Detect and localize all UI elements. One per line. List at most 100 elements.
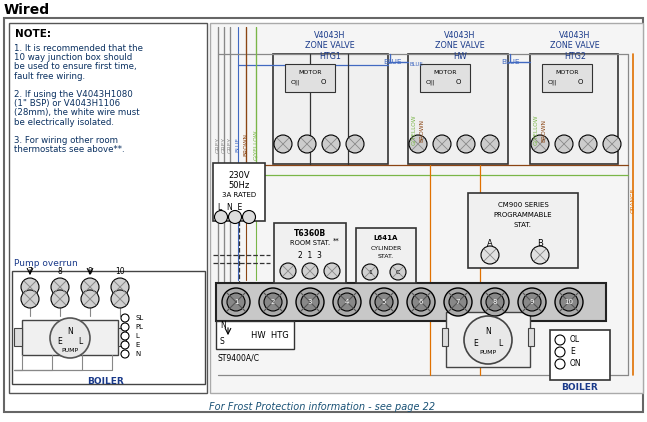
- Bar: [550, 330, 610, 380]
- Text: STAT.: STAT.: [378, 254, 394, 260]
- Circle shape: [21, 290, 39, 308]
- Text: V4043H
ZONE VALVE
HTG1: V4043H ZONE VALVE HTG1: [305, 31, 355, 61]
- Text: L: L: [135, 333, 139, 339]
- Text: 9: 9: [530, 299, 534, 305]
- Text: O: O: [455, 79, 461, 85]
- Text: Pump overrun: Pump overrun: [14, 259, 78, 268]
- Text: GREY: GREY: [215, 137, 221, 153]
- Text: O||: O||: [547, 79, 556, 85]
- Circle shape: [407, 288, 435, 316]
- Circle shape: [555, 288, 583, 316]
- Circle shape: [486, 293, 504, 311]
- Bar: [22, 320, 118, 355]
- Text: E: E: [570, 347, 575, 357]
- Circle shape: [464, 316, 512, 364]
- Circle shape: [555, 335, 565, 345]
- Text: L: L: [78, 338, 82, 346]
- Circle shape: [50, 318, 90, 358]
- Text: V4043H
ZONE VALVE
HW: V4043H ZONE VALVE HW: [435, 31, 485, 61]
- Text: PROGRAMMABLE: PROGRAMMABLE: [494, 212, 553, 218]
- Circle shape: [222, 288, 250, 316]
- Circle shape: [433, 135, 451, 153]
- Circle shape: [531, 246, 549, 264]
- Text: O||: O||: [425, 79, 435, 85]
- Text: 6: 6: [419, 299, 423, 305]
- Text: O: O: [320, 79, 325, 85]
- Text: 5: 5: [382, 299, 386, 305]
- Text: N: N: [135, 351, 140, 357]
- Bar: [216, 283, 606, 321]
- Circle shape: [523, 293, 541, 311]
- Circle shape: [121, 332, 129, 340]
- Bar: [356, 228, 416, 283]
- Circle shape: [298, 135, 316, 153]
- Bar: [118, 328, 126, 346]
- Text: G/YELLOW: G/YELLOW: [254, 130, 259, 160]
- Text: 9: 9: [87, 267, 93, 276]
- Circle shape: [362, 264, 378, 280]
- Circle shape: [449, 293, 467, 311]
- Text: 10 way junction box should: 10 way junction box should: [14, 53, 132, 62]
- Text: 7: 7: [455, 299, 460, 305]
- Text: N: N: [67, 327, 73, 336]
- Bar: [528, 328, 534, 346]
- Text: SL: SL: [135, 315, 143, 321]
- Text: O||: O||: [291, 79, 300, 85]
- Text: 230V: 230V: [228, 170, 250, 179]
- Circle shape: [579, 135, 597, 153]
- Text: BOILER: BOILER: [562, 384, 598, 392]
- Circle shape: [274, 135, 292, 153]
- Circle shape: [280, 263, 296, 279]
- Text: PUMP: PUMP: [61, 347, 78, 352]
- Text: 10: 10: [115, 267, 125, 276]
- Text: 1. It is recommended that the: 1. It is recommended that the: [14, 44, 143, 53]
- Text: BROWN: BROWN: [243, 133, 248, 157]
- Text: STAT.: STAT.: [514, 222, 532, 228]
- Text: OL: OL: [570, 335, 580, 344]
- Bar: [420, 64, 470, 92]
- Text: E: E: [474, 340, 478, 349]
- Circle shape: [111, 290, 129, 308]
- Text: MOTOR: MOTOR: [298, 70, 322, 75]
- Circle shape: [481, 135, 499, 153]
- Text: thermostats see above**.: thermostats see above**.: [14, 145, 125, 154]
- Circle shape: [555, 359, 565, 369]
- Text: 50Hz: 50Hz: [228, 181, 250, 189]
- Text: 8: 8: [58, 267, 62, 276]
- Text: PUMP: PUMP: [479, 351, 496, 355]
- Circle shape: [301, 293, 319, 311]
- Circle shape: [481, 246, 499, 264]
- Circle shape: [333, 288, 361, 316]
- Bar: [216, 321, 294, 349]
- Circle shape: [21, 278, 39, 296]
- Circle shape: [302, 263, 318, 279]
- Circle shape: [370, 288, 398, 316]
- Text: BLUE: BLUE: [501, 59, 520, 65]
- Text: G/YELLOW: G/YELLOW: [411, 115, 417, 145]
- Text: PL: PL: [135, 324, 143, 330]
- Text: 1: 1: [234, 299, 238, 305]
- Text: ORANGE: ORANGE: [630, 187, 635, 213]
- Text: GREY: GREY: [228, 137, 232, 153]
- Circle shape: [264, 293, 282, 311]
- Text: CM900 SERIES: CM900 SERIES: [498, 202, 549, 208]
- Text: fault free wiring.: fault free wiring.: [14, 72, 85, 81]
- Text: BROWN: BROWN: [419, 119, 424, 141]
- Bar: [273, 54, 388, 164]
- Bar: [408, 54, 508, 164]
- Circle shape: [603, 135, 621, 153]
- Bar: [446, 312, 530, 367]
- Text: ON: ON: [570, 360, 582, 368]
- Circle shape: [51, 290, 69, 308]
- Circle shape: [555, 347, 565, 357]
- Bar: [285, 64, 335, 92]
- Text: A: A: [487, 238, 493, 247]
- Circle shape: [228, 211, 241, 224]
- Circle shape: [243, 211, 256, 224]
- Text: CYLINDER: CYLINDER: [370, 246, 402, 251]
- Circle shape: [259, 288, 287, 316]
- Text: GREY: GREY: [221, 137, 226, 153]
- Text: N: N: [220, 322, 226, 330]
- Bar: [210, 23, 643, 393]
- Text: MOTOR: MOTOR: [433, 70, 457, 75]
